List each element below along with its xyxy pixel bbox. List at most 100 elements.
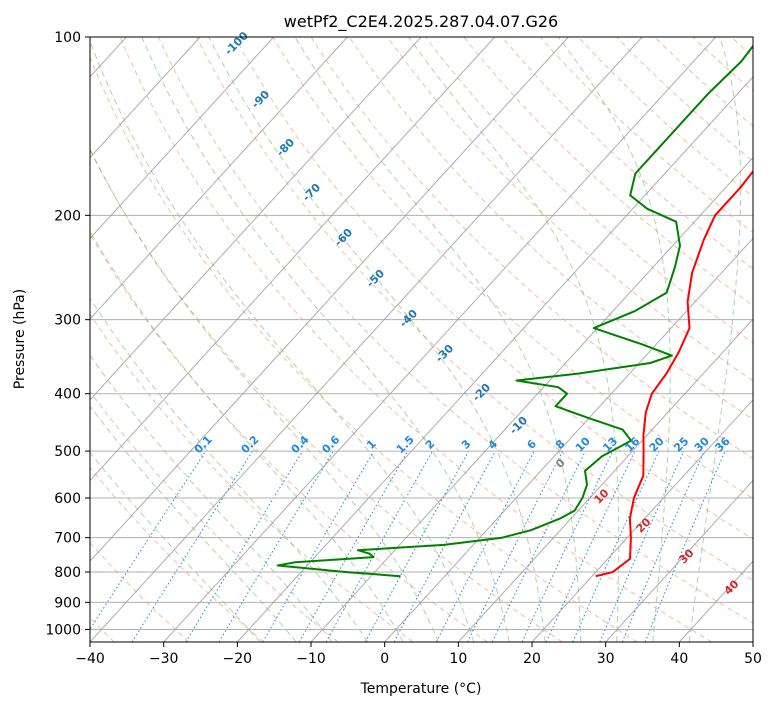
x-tick-label: −40 bbox=[75, 651, 105, 667]
x-tick-label: 20 bbox=[523, 651, 541, 667]
moist-adiabat bbox=[90, 297, 369, 642]
moist-adiabat bbox=[294, 37, 582, 642]
mixing-ratio-line bbox=[262, 450, 375, 642]
dry-adiabat bbox=[348, 37, 753, 420]
moist-adiabat-label: -70 bbox=[300, 181, 323, 204]
dry-adiabat bbox=[90, 466, 264, 642]
moist-adiabat-label: -40 bbox=[397, 307, 420, 330]
y-tick-label: 800 bbox=[54, 565, 81, 581]
mixing-ratio-label: 1.5 bbox=[394, 433, 417, 456]
moist-adiabat-label: -10 bbox=[507, 414, 530, 437]
x-tick-label: −20 bbox=[223, 651, 253, 667]
x-tick-label: 50 bbox=[744, 651, 762, 667]
isotherm bbox=[90, 37, 201, 159]
y-tick-label: 300 bbox=[54, 313, 81, 329]
mixing-ratio-line bbox=[218, 450, 334, 642]
y-axis-label: Pressure (hPa) bbox=[12, 289, 28, 389]
moist-adiabat bbox=[557, 37, 671, 642]
y-tick-label: 900 bbox=[54, 595, 81, 611]
mixing-ratio-line bbox=[435, 450, 535, 642]
moist-adiabat-label: -80 bbox=[274, 136, 297, 159]
moist-adiabat-label: -50 bbox=[364, 267, 387, 290]
mixing-ratio-label: 6 bbox=[524, 437, 539, 452]
isotherm bbox=[531, 399, 753, 642]
dry-adiabat bbox=[90, 148, 563, 642]
mixing-ratio-line bbox=[521, 450, 614, 642]
moist-adiabat bbox=[208, 37, 546, 642]
mixing-ratio-label: 0.6 bbox=[319, 433, 342, 456]
isotherm bbox=[310, 156, 753, 642]
mixing-ratio-label: 25 bbox=[671, 435, 691, 455]
mixing-ratio-line bbox=[644, 450, 726, 642]
dry-adiabat-label: 40 bbox=[722, 577, 742, 597]
isotherm bbox=[752, 641, 753, 642]
moist-adiabat-label: -20 bbox=[470, 381, 493, 404]
temperature-profile bbox=[595, 169, 753, 578]
mixing-ratio-line bbox=[545, 450, 636, 642]
y-tick-label: 100 bbox=[54, 30, 81, 46]
y-tick-label: 500 bbox=[54, 444, 81, 460]
moist-adiabat-label: -90 bbox=[249, 88, 272, 111]
dewpoint-profile bbox=[276, 44, 753, 578]
moist-adiabat bbox=[90, 148, 439, 642]
mixing-ratio-line bbox=[325, 450, 433, 642]
y-tick-label: 700 bbox=[54, 531, 81, 547]
moist-adiabat bbox=[90, 354, 333, 642]
dry-adiabat bbox=[654, 37, 753, 127]
dry-adiabat bbox=[90, 233, 488, 642]
dry-adiabat bbox=[234, 37, 753, 540]
isotherm bbox=[90, 37, 569, 563]
dry-adiabat bbox=[90, 56, 638, 642]
isotherm bbox=[605, 479, 753, 642]
moist-adiabat bbox=[141, 37, 510, 642]
x-axis-label: Temperature (°C) bbox=[360, 681, 482, 697]
mixing-ratio-line bbox=[491, 450, 586, 642]
mixing-ratio-label: 3 bbox=[459, 437, 474, 452]
isotherm bbox=[90, 37, 643, 642]
y-tick-label: 1000 bbox=[45, 622, 81, 638]
isotherm bbox=[678, 560, 753, 642]
x-tick-label: 0 bbox=[380, 651, 389, 667]
mixing-ratio-label: 13 bbox=[600, 435, 620, 455]
x-tick-label: 30 bbox=[597, 651, 615, 667]
mixing-ratio-line bbox=[621, 450, 705, 642]
dry-adiabat bbox=[272, 37, 753, 499]
y-tick-label: 200 bbox=[54, 208, 81, 224]
mixing-ratio-label: 8 bbox=[553, 437, 568, 452]
y-tick-label: 400 bbox=[54, 387, 81, 403]
mixing-ratio-label: 0.1 bbox=[192, 433, 215, 456]
mixing-ratio-label: 2 bbox=[423, 437, 438, 452]
dry-adiabat bbox=[387, 37, 753, 382]
x-tick-label: 10 bbox=[449, 651, 467, 667]
mixing-ratio-line bbox=[467, 450, 564, 642]
isotherm bbox=[90, 37, 422, 401]
isotherm bbox=[90, 37, 275, 240]
moist-adiabat bbox=[90, 405, 297, 642]
isotherm bbox=[384, 237, 753, 642]
chart-title: wetPf2_C2E4.2025.287.04.07.G26 bbox=[284, 12, 558, 32]
dry-adiabat bbox=[157, 37, 753, 624]
moist-adiabat-label: -30 bbox=[433, 342, 456, 365]
dry-adiabat bbox=[463, 37, 753, 307]
dry-adiabat bbox=[90, 542, 190, 642]
mixing-ratio-line bbox=[298, 450, 409, 642]
moist-adiabat bbox=[90, 39, 475, 642]
dry-adiabat-label: 30 bbox=[677, 546, 697, 566]
isotherm bbox=[236, 76, 753, 642]
dry-adiabat-label: 20 bbox=[634, 515, 654, 535]
isotherm bbox=[90, 37, 348, 320]
mixing-ratio-label: 1 bbox=[364, 437, 379, 452]
moist-adiabat-label: -100 bbox=[222, 29, 251, 58]
isotherm bbox=[90, 37, 496, 482]
x-tick-label: −10 bbox=[296, 651, 326, 667]
moist-adiabat bbox=[90, 230, 404, 642]
dry-adiabat bbox=[769, 37, 775, 642]
dry-adiabat bbox=[90, 390, 339, 642]
plot-frame bbox=[89, 36, 754, 643]
x-tick-label: −30 bbox=[149, 651, 179, 667]
mixing-ratio-line bbox=[131, 450, 254, 642]
moist-adiabat bbox=[688, 37, 742, 642]
isotherm bbox=[457, 318, 753, 642]
isotherm bbox=[163, 37, 717, 642]
